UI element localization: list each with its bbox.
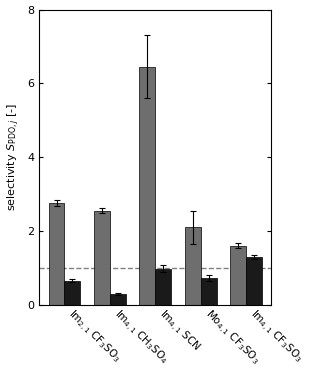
Bar	[185, 227, 201, 305]
Bar	[155, 269, 171, 305]
Bar	[94, 211, 110, 305]
Bar	[201, 278, 217, 305]
Bar	[140, 67, 155, 305]
Bar	[246, 257, 262, 305]
Y-axis label: selectivity $S_{\mathrm{PDO},j}$ [-]: selectivity $S_{\mathrm{PDO},j}$ [-]	[6, 103, 22, 211]
Bar	[110, 294, 126, 305]
Bar	[230, 246, 246, 305]
Bar	[64, 281, 80, 305]
Bar	[49, 203, 64, 305]
